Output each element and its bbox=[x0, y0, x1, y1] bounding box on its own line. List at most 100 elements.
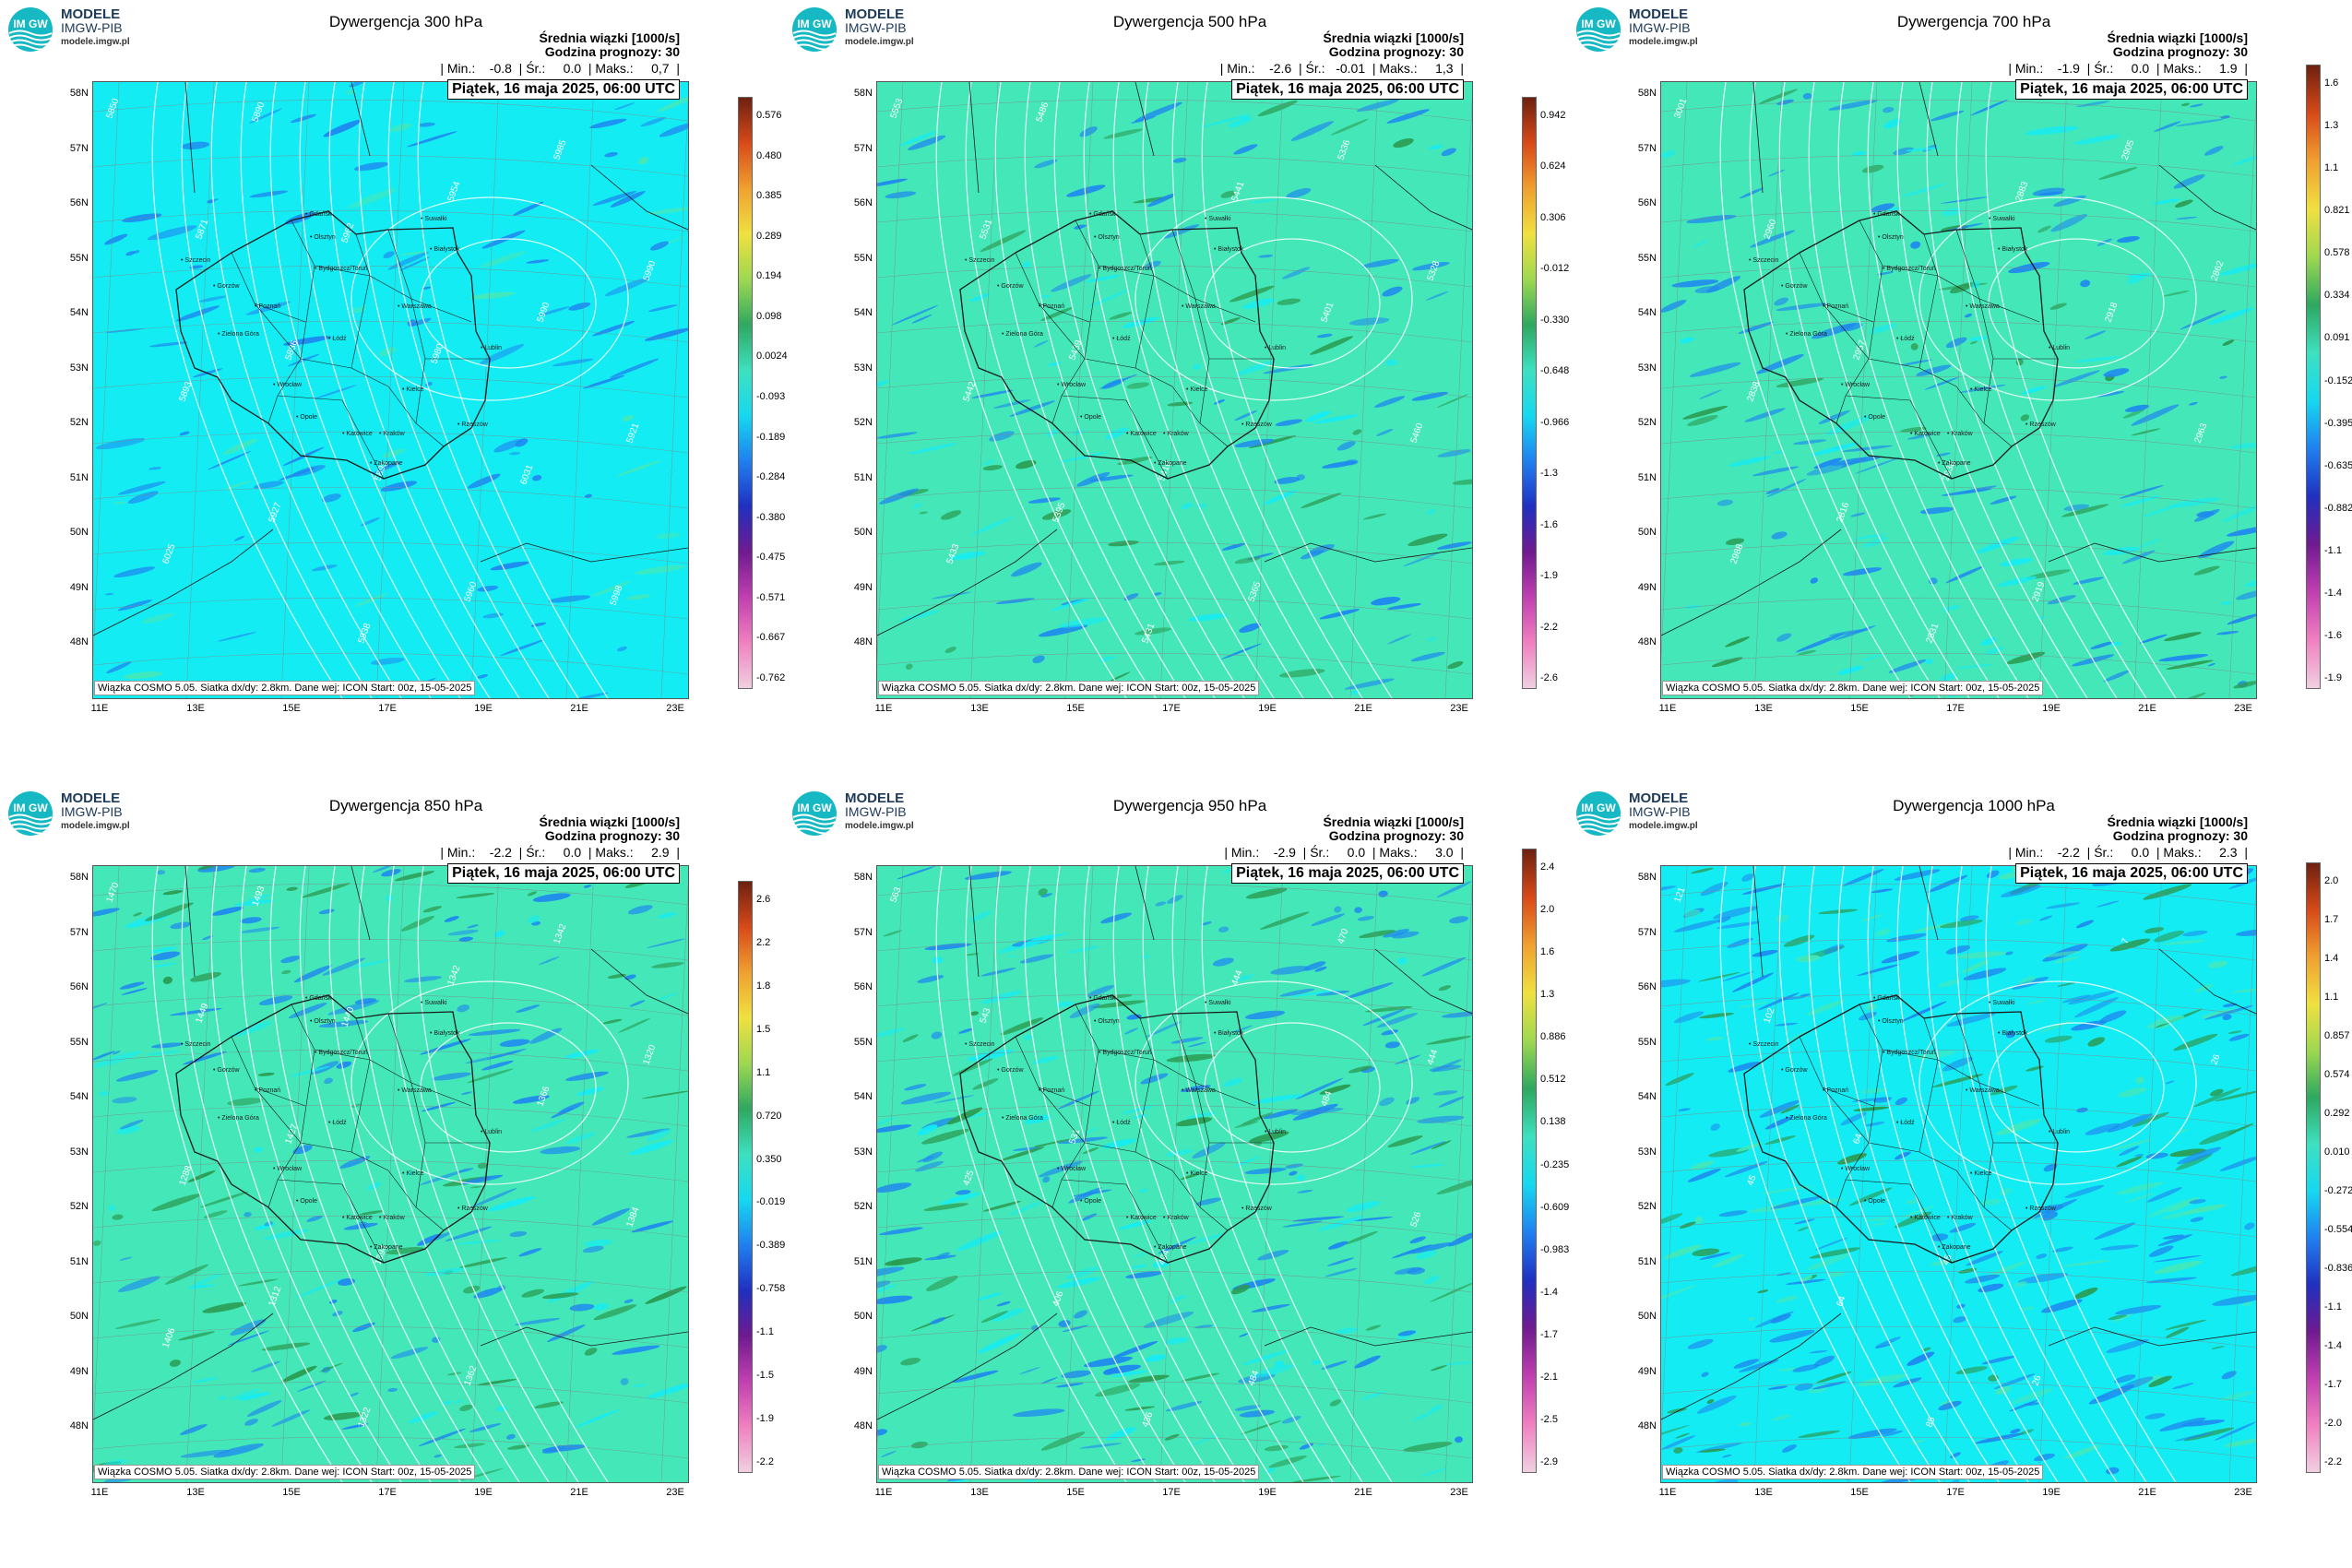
scale-tick-label: 1.6 bbox=[2324, 77, 2339, 89]
contour-label: 6025 bbox=[160, 542, 177, 565]
brand-org: IMGW-PIB bbox=[61, 20, 123, 35]
divergence-panel-4: IM GW MODELE IMGW-PIB modele.imgw.pl Dywerge… bbox=[0, 784, 786, 1568]
city-label: • Poznań bbox=[255, 1087, 281, 1094]
city-label: • Zielona Góra bbox=[1002, 331, 1043, 338]
lat-label: 53N bbox=[69, 362, 89, 374]
lon-label: 15E bbox=[1066, 703, 1085, 714]
lat-label: 54N bbox=[1637, 307, 1657, 318]
brand-org: IMGW-PIB bbox=[1629, 20, 1691, 35]
divergence-map: 121 102 64 45 26 7 26 45 64 85 • Gdańsk • Suwałki • … bbox=[1660, 865, 2257, 1483]
panel-title: Dywergencja 1000 hPa bbox=[1893, 797, 2055, 814]
city-label: • Gorzów bbox=[213, 283, 240, 290]
lat-label: 51N bbox=[853, 471, 873, 483]
city-label: • Katowice bbox=[1126, 1215, 1157, 1221]
valid-time: Piątek, 16 maja 2025, 06:00 UTC bbox=[1231, 863, 1464, 884]
city-label: • Gdańsk bbox=[1873, 995, 1900, 1002]
svg-text:IM GW: IM GW bbox=[13, 802, 48, 814]
lat-label: 56N bbox=[853, 981, 873, 992]
lat-label: 48N bbox=[69, 1420, 89, 1431]
scale-tick-label: 1.3 bbox=[1540, 989, 1555, 1001]
city-label: • Szczecin bbox=[181, 257, 211, 264]
scale-tick-label: -0.475 bbox=[756, 552, 786, 564]
contour-label: 5960 bbox=[462, 580, 479, 603]
brand-name: MODELE bbox=[845, 790, 905, 806]
lon-label: 11E bbox=[874, 1487, 893, 1498]
city-label: • Łódź bbox=[328, 1120, 347, 1126]
lon-label: 11E bbox=[1658, 1487, 1677, 1498]
city-label: • Lublin bbox=[1265, 345, 1287, 351]
city-label: • Rzeszów bbox=[1241, 1206, 1272, 1212]
contour-label: 5921 bbox=[624, 422, 641, 445]
lat-label: 57N bbox=[1637, 926, 1657, 938]
contour-label: 5890 bbox=[250, 101, 267, 124]
city-label: • Zakopane bbox=[1154, 460, 1187, 467]
scale-tick-label: -1.5 bbox=[756, 1370, 774, 1382]
scale-tick-label: -0.836 bbox=[2324, 1263, 2352, 1274]
scale-tick-label: 0.624 bbox=[1540, 160, 1566, 172]
contour-label: 5990 bbox=[641, 259, 658, 282]
scale-tick-label: -2.5 bbox=[1540, 1413, 1558, 1425]
scale-tick-label: -2.2 bbox=[2324, 1456, 2342, 1467]
scale-tick-label: 0.942 bbox=[1540, 110, 1566, 121]
scale-tick-label: -0.983 bbox=[1540, 1243, 1570, 1255]
lon-label: 17E bbox=[1946, 1487, 1965, 1498]
city-label: • Warszawa bbox=[1182, 1087, 1216, 1094]
lat-label: 50N bbox=[853, 1311, 873, 1322]
city-label: • Olsztyn bbox=[310, 234, 336, 241]
divergence-map: 3001 2960 2957 2938 2919 2905 2862 2838 2816 2831… bbox=[1660, 81, 2257, 699]
scale-tick-label: -1.4 bbox=[2324, 587, 2342, 599]
contour-label: 5460 bbox=[1408, 422, 1425, 445]
city-label: • Bydgoszcz/Toruń bbox=[1099, 1050, 1152, 1056]
lon-label: 17E bbox=[1162, 1487, 1181, 1498]
lon-label: 21E bbox=[570, 1487, 588, 1498]
scale-tick-label: 1.1 bbox=[756, 1066, 771, 1078]
city-label: • Olsztyn bbox=[1094, 234, 1120, 241]
imgw-logo-icon: IM GW bbox=[8, 791, 53, 836]
lon-label: 23E bbox=[666, 703, 684, 714]
city-label: • Olsztyn bbox=[1878, 234, 1904, 241]
scale-tick-label: 1.4 bbox=[2324, 953, 2339, 964]
divergence-panel-5: IM GW MODELE IMGW-PIB modele.imgw.pl Dywerge… bbox=[784, 784, 1570, 1568]
city-label: • Poznań bbox=[1823, 303, 1849, 310]
city-label: • Szczecin bbox=[965, 257, 995, 264]
scale-tick-label: 0.194 bbox=[756, 270, 782, 282]
lat-label: 57N bbox=[69, 142, 89, 154]
contour-label: 5886 bbox=[283, 339, 300, 362]
scale-tick-label: 2.6 bbox=[756, 894, 771, 905]
valid-time: Piątek, 16 maja 2025, 06:00 UTC bbox=[1231, 79, 1464, 100]
city-label: • Zakopane bbox=[1938, 460, 1971, 467]
model-footer: Wiązka COSMO 5.05. Siatka dx/dy: 2.8km. … bbox=[878, 681, 1260, 695]
imgw-logo-icon: IM GW bbox=[1576, 791, 1621, 836]
brand-org: IMGW-PIB bbox=[845, 804, 907, 819]
scale-tick-label: 0.886 bbox=[1540, 1031, 1566, 1043]
brand-name: MODELE bbox=[1629, 6, 1689, 22]
contour-label: 5871 bbox=[194, 218, 210, 241]
panel-title: Dywergencja 300 hPa bbox=[328, 13, 483, 30]
lon-label: 13E bbox=[186, 1487, 205, 1498]
scale-tick-label: -0.758 bbox=[756, 1283, 786, 1295]
lon-label: 15E bbox=[282, 703, 301, 714]
city-label: • Opole bbox=[1864, 1198, 1886, 1205]
city-label: • Gdańsk bbox=[305, 995, 332, 1002]
scale-tick-label: 1.1 bbox=[2324, 162, 2339, 174]
contour-label: 1342 bbox=[552, 922, 568, 945]
city-label: • Zakopane bbox=[370, 460, 403, 467]
lat-label: 51N bbox=[1637, 471, 1657, 483]
city-label: • Poznań bbox=[1823, 1087, 1849, 1094]
lat-label: 49N bbox=[1637, 581, 1657, 593]
lon-label: 23E bbox=[2234, 703, 2252, 714]
city-label: • Gorzów bbox=[1781, 1067, 1808, 1074]
panel-title: Dywergencja 950 hPa bbox=[1112, 797, 1267, 814]
lon-label: 15E bbox=[282, 1487, 301, 1498]
scale-tick-label: -2.1 bbox=[1540, 1371, 1558, 1383]
lat-label: 58N bbox=[1637, 872, 1657, 883]
city-label: • Kraków bbox=[1947, 431, 1973, 437]
city-label: • Zielona Góra bbox=[1786, 1115, 1827, 1122]
city-label: • Opole bbox=[296, 414, 318, 421]
city-label: • Poznań bbox=[1039, 1087, 1065, 1094]
contour-label: 470 bbox=[1336, 927, 1350, 945]
svg-text:IM GW: IM GW bbox=[797, 802, 832, 814]
contour-label: 2988 bbox=[1728, 542, 1745, 565]
city-label: • Bydgoszcz/Toruń bbox=[315, 266, 368, 272]
scale-tick-label: 2.0 bbox=[1540, 904, 1555, 916]
